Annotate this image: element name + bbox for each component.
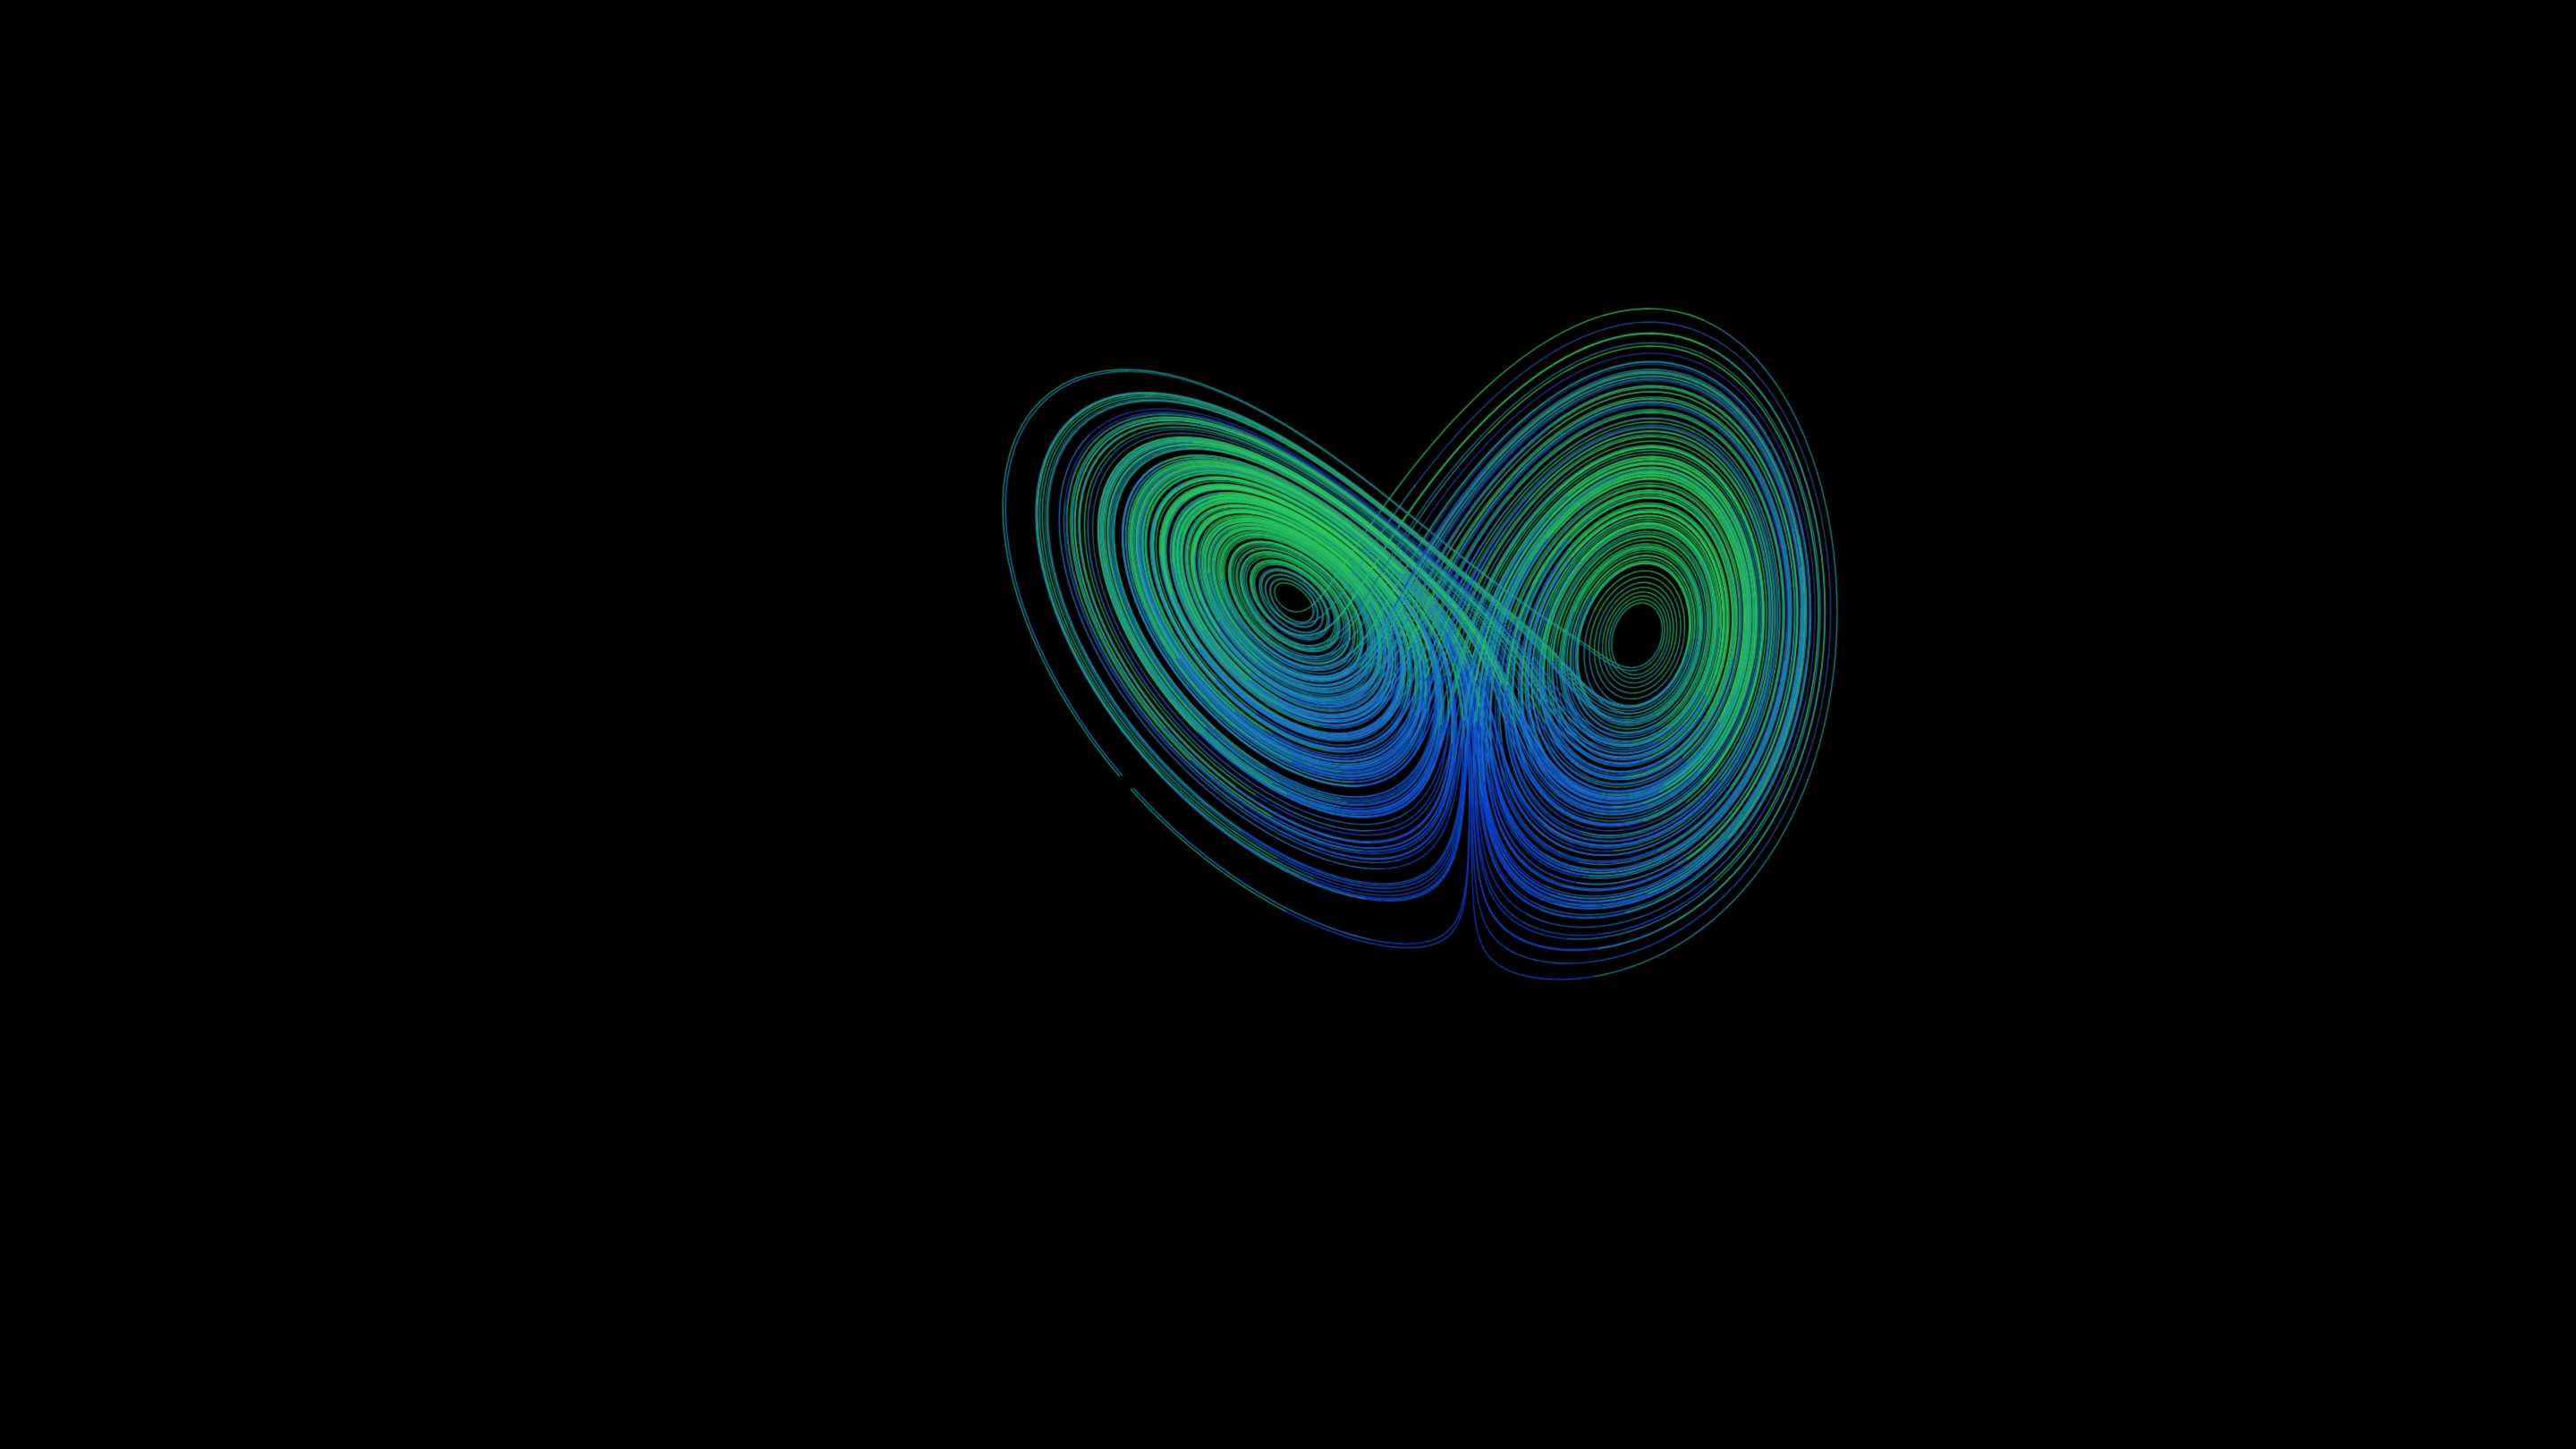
lorenz-attractor-render <box>0 0 2576 1449</box>
viewport[interactable] <box>0 0 2576 1449</box>
